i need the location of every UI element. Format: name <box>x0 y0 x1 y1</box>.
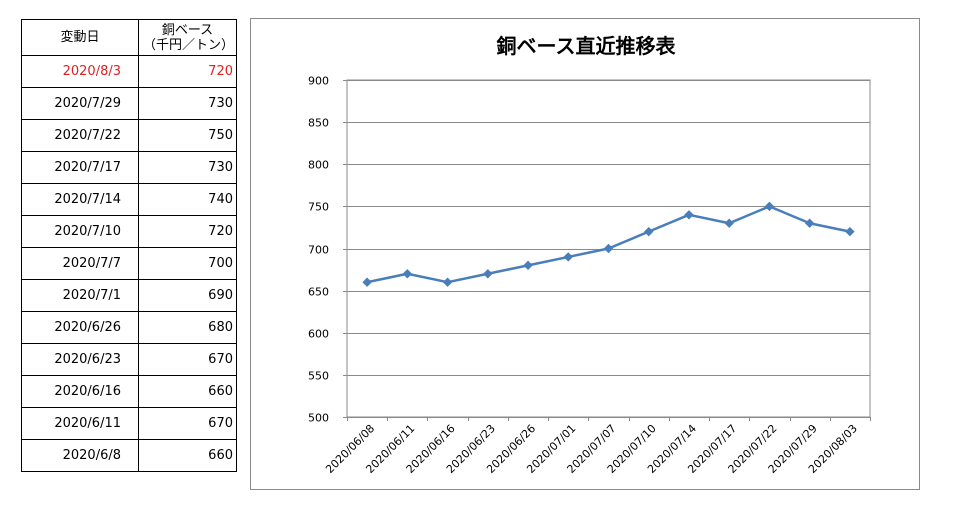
data-point-marker <box>563 252 573 262</box>
table-row: 2020/6/16 660 <box>21 375 237 408</box>
row-date: 2020/7/17 <box>21 151 139 184</box>
table-row: 2020/6/11 670 <box>21 407 237 440</box>
row-price: 750 <box>138 119 237 152</box>
row-price: 700 <box>138 247 237 280</box>
chart-svg: 銅ベース直近推移表 500 550 600 650 700 750 800 850 900 20… <box>308 34 871 476</box>
row-date: 2020/6/16 <box>21 375 139 408</box>
row-date: 2020/6/23 <box>21 343 139 376</box>
y-tick-label: 650 <box>308 286 329 299</box>
price-table: 変動日 銅ベース （千円／トン） 2020/8/3 720 2020/7/29 730… <box>21 19 237 472</box>
row-price: 680 <box>138 311 237 344</box>
row-date: 2020/6/26 <box>21 311 139 344</box>
table-row: 2020/7/10 720 <box>21 215 237 248</box>
data-point-marker <box>442 277 453 287</box>
row-price: 690 <box>138 279 237 312</box>
row-price: 660 <box>138 375 237 408</box>
table-body: 2020/8/3 720 2020/7/29 730 2020/7/22 750 2020/… <box>21 55 237 472</box>
row-date: 2020/7/29 <box>21 87 139 120</box>
y-tick-label: 700 <box>308 244 329 257</box>
data-point-marker <box>483 269 493 279</box>
row-date: 2020/8/3 <box>21 55 139 88</box>
row-price: 660 <box>138 439 237 472</box>
data-point-marker <box>724 218 734 228</box>
data-point-marker <box>644 226 654 237</box>
table-row: 2020/7/29 730 <box>21 87 237 120</box>
table-row: 2020/7/14 740 <box>21 183 237 216</box>
chart-frame: 銅ベース直近推移表 500 550 600 650 700 750 800 850 900 20… <box>250 18 920 490</box>
series-layer <box>362 201 855 287</box>
header-price-line1: 銅ベース <box>161 22 214 38</box>
row-date: 2020/7/1 <box>21 279 139 312</box>
row-date: 2020/7/14 <box>21 183 139 216</box>
table-row: 2020/7/1 690 <box>21 279 237 312</box>
y-tick-label: 500 <box>308 412 329 425</box>
data-point-marker <box>804 218 815 228</box>
y-axis-ticks: 500 550 600 650 700 750 800 850 900 <box>308 75 329 425</box>
row-date: 2020/7/7 <box>21 247 139 280</box>
data-point-marker <box>603 243 614 254</box>
header-price: 銅ベース （千円／トン） <box>138 19 237 56</box>
data-point-marker <box>764 201 775 212</box>
table-row: 2020/6/26 680 <box>21 311 237 344</box>
table-row: 2020/7/7 700 <box>21 247 237 280</box>
row-price: 730 <box>138 87 237 120</box>
table-header-row: 変動日 銅ベース （千円／トン） <box>21 19 237 56</box>
y-tick-label: 600 <box>308 328 329 341</box>
data-point-marker <box>402 269 413 279</box>
row-date: 2020/6/8 <box>21 439 139 472</box>
row-date: 2020/7/10 <box>21 215 139 248</box>
row-price: 720 <box>138 55 237 88</box>
table-row: 2020/7/22 750 <box>21 119 237 152</box>
data-point-marker <box>845 226 855 237</box>
table-row: 2020/6/8 660 <box>21 439 237 472</box>
row-price: 730 <box>138 151 237 184</box>
row-price: 740 <box>138 183 237 216</box>
y-tick-label: 900 <box>308 75 329 88</box>
y-tick-label: 850 <box>308 117 329 130</box>
x-axis-ticks: 2020/06/082020/06/112020/06/162020/06/23… <box>323 422 860 476</box>
table-row: 2020/6/23 670 <box>21 343 237 376</box>
table-row: 2020/8/3 720 <box>21 55 237 88</box>
data-point-marker <box>523 260 533 271</box>
header-date: 変動日 <box>21 19 139 56</box>
table-row: 2020/7/17 730 <box>21 151 237 184</box>
row-date: 2020/7/22 <box>21 119 139 152</box>
row-price: 670 <box>138 407 237 440</box>
y-tick-label: 750 <box>308 201 329 214</box>
row-price: 720 <box>138 215 237 248</box>
row-date: 2020/6/11 <box>21 407 139 440</box>
y-tick-label: 800 <box>308 159 329 172</box>
header-price-line2: （千円／トン） <box>143 37 235 53</box>
y-tick-label: 550 <box>308 370 329 383</box>
chart-title: 銅ベース直近推移表 <box>497 34 677 58</box>
row-price: 670 <box>138 343 237 376</box>
data-point-marker <box>362 277 372 287</box>
grid-layer <box>343 79 871 421</box>
data-point-marker <box>684 210 694 220</box>
